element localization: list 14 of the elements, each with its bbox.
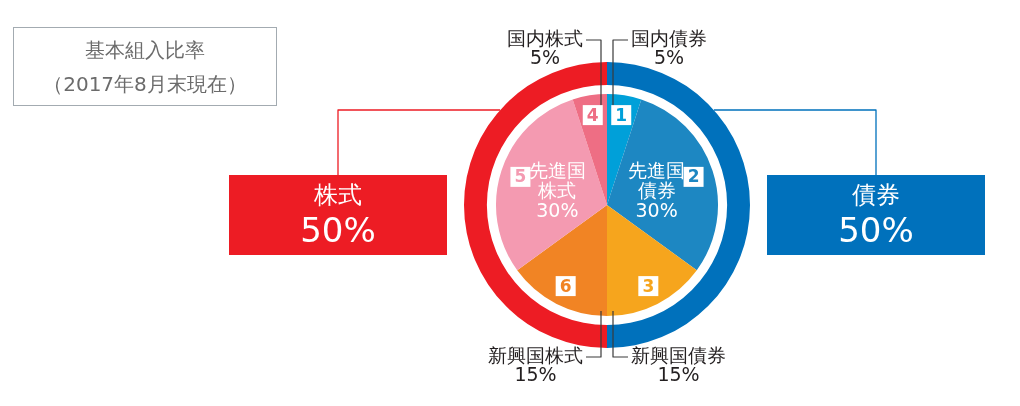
- data-label: 50%: [838, 209, 914, 250]
- text: 5: [514, 166, 527, 187]
- slice-label: 株式: [313, 181, 362, 210]
- text: 3: [642, 275, 655, 296]
- data-label: 50%: [300, 209, 376, 250]
- text: 6: [559, 275, 572, 296]
- text: 2: [687, 166, 700, 187]
- chart-title: 基本組入比率: [85, 36, 205, 64]
- slice-label: 先進国債券: [628, 158, 686, 201]
- text: （2017年8月末現在）: [43, 70, 247, 98]
- slice-label: 債券: [852, 181, 900, 210]
- text: 4: [586, 104, 599, 125]
- text: 1: [615, 104, 628, 125]
- slice-label: 先進国株式: [528, 158, 586, 201]
